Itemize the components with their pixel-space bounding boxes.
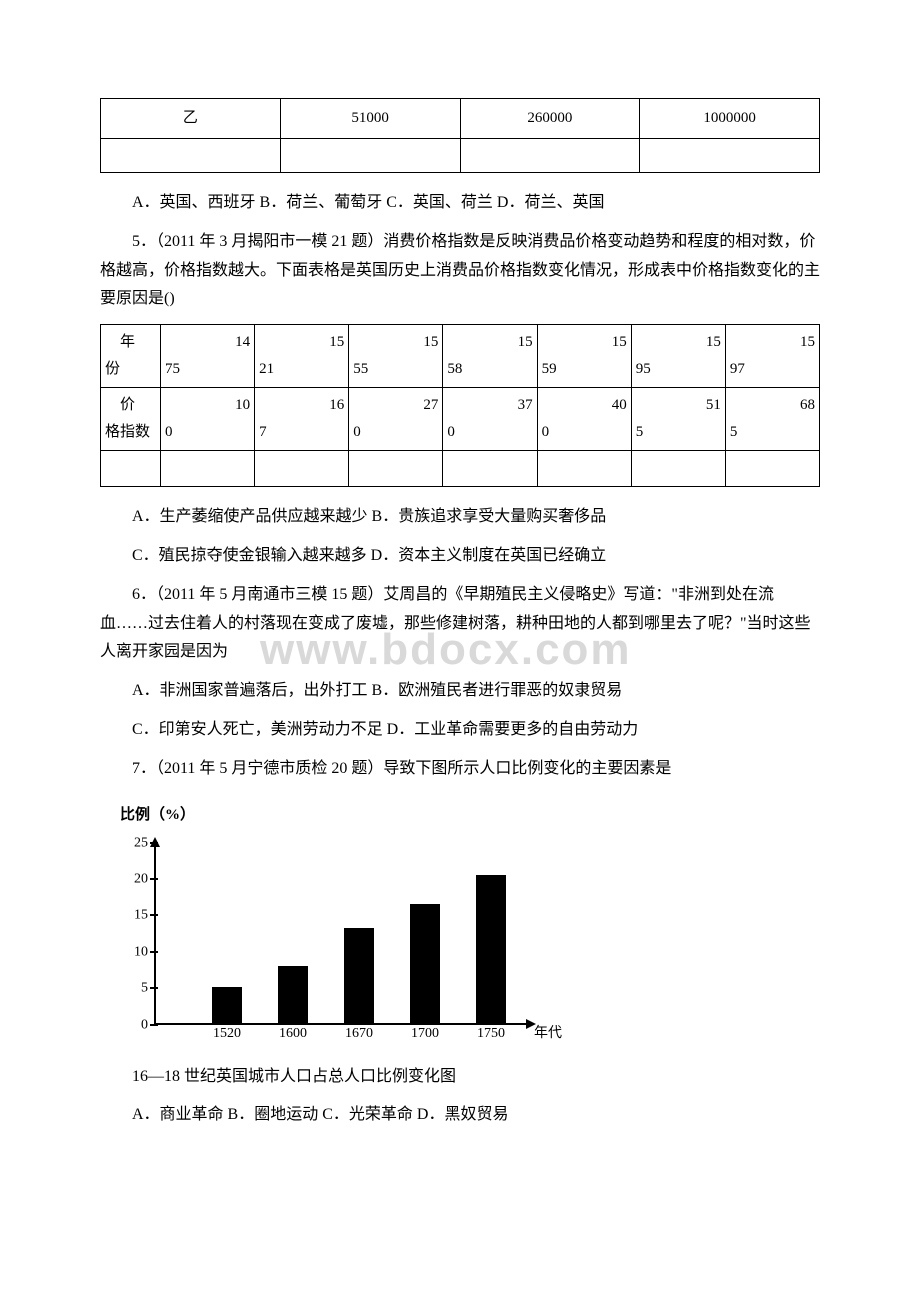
chart-bar [476, 875, 506, 1024]
table2-value-cell: 685 [725, 388, 819, 451]
x-tick-label: 1750 [477, 1021, 505, 1046]
table2-year-cell: 1595 [631, 325, 725, 388]
table2-empty-cell [349, 451, 443, 487]
table2-empty-cell [443, 451, 537, 487]
table2-value-cell: 515 [631, 388, 725, 451]
table2-empty-cell [537, 451, 631, 487]
table2-value-cell: 167 [255, 388, 349, 451]
table2-year-cell: 1559 [537, 325, 631, 388]
chart-bar [212, 987, 242, 1025]
y-tick [150, 1024, 158, 1026]
y-tick [150, 878, 158, 880]
table1-cell: 乙 [101, 99, 281, 139]
chart-bar [278, 966, 308, 1024]
table2-value-cell: 100 [161, 388, 255, 451]
table2-empty-cell [161, 451, 255, 487]
y-tick-label: 10 [120, 939, 148, 964]
x-tick-label: 1520 [213, 1021, 241, 1046]
x-tick-label: 1700 [411, 1021, 439, 1046]
table2-empty-cell [101, 451, 161, 487]
table2-empty-cell [631, 451, 725, 487]
x-axis-label: 年代 [534, 1021, 562, 1046]
table2-value-cell: 270 [349, 388, 443, 451]
q7-stem: 7．（2011 年 5 月宁德市质检 20 题）导致下图所示人口比例变化的主要因… [100, 755, 820, 784]
chart-bar [410, 904, 440, 1024]
x-tick-label: 1600 [279, 1021, 307, 1046]
table1-cell [460, 139, 640, 173]
q5-options-line2: C．殖民掠夺使金银输入越来越多 D．资本主义制度在英国已经确立 [100, 542, 820, 571]
table2-empty-cell [725, 451, 819, 487]
table2-year-cell: 1597 [725, 325, 819, 388]
chart-y-title: 比例（%） [120, 802, 820, 829]
table1-cell: 260000 [460, 99, 640, 139]
x-tick-label: 1670 [345, 1021, 373, 1046]
table2: 年份1475152115551558155915951597 价格指数10016… [100, 324, 820, 487]
table2-value-cell: 370 [443, 388, 537, 451]
y-tick-label: 20 [120, 866, 148, 891]
q6-options-line2: C．印第安人死亡，美洲劳动力不足 D．工业革命需要更多的自由劳动力 [100, 716, 820, 745]
table1-cell [101, 139, 281, 173]
y-tick-label: 0 [120, 1012, 148, 1037]
table2-empty-cell [255, 451, 349, 487]
table1-cell [280, 139, 460, 173]
table1: 乙510002600001000000 [100, 98, 820, 173]
y-tick [150, 987, 158, 989]
table2-value-cell: 400 [537, 388, 631, 451]
bar-chart: 年代 051015202515201600167017001750 [120, 833, 540, 1053]
document-content: 乙510002600001000000 A．英国、西班牙 B．荷兰、葡萄牙 C．… [100, 98, 820, 1130]
chart-caption: 16—18 世纪英国城市人口占总人口比例变化图 [100, 1063, 820, 1092]
chart-bar [344, 928, 374, 1024]
chart-container: 比例（%） 年代 051015202515201600167017001750 [120, 802, 820, 1053]
q5-options-line1: A．生产萎缩使产品供应越来越少 B．贵族追求享受大量购买奢侈品 [100, 503, 820, 532]
q6-stem: 6．（2011 年 5 月南通市三模 15 题）艾周昌的《早期殖民主义侵略史》写… [100, 581, 820, 667]
y-tick [150, 914, 158, 916]
table2-rowlabel: 年份 [101, 325, 161, 388]
table1-cell: 1000000 [640, 99, 820, 139]
y-tick [150, 951, 158, 953]
q7-options: A．商业革命 B．圈地运动 C．光荣革命 D．黑奴贸易 [100, 1101, 820, 1130]
table1-cell: 51000 [280, 99, 460, 139]
table1-cell [640, 139, 820, 173]
y-tick [150, 842, 158, 844]
y-axis-line [154, 843, 156, 1025]
y-tick-label: 25 [120, 830, 148, 855]
q6-options-line1: A．非洲国家普遍落后，出外打工 B．欧洲殖民者进行罪恶的奴隶贸易 [100, 677, 820, 706]
table2-rowlabel: 价格指数 [101, 388, 161, 451]
table2-year-cell: 1475 [161, 325, 255, 388]
q4-options: A．英国、西班牙 B．荷兰、葡萄牙 C．英国、荷兰 D．荷兰、英国 [100, 189, 820, 218]
table2-year-cell: 1558 [443, 325, 537, 388]
table2-year-cell: 1555 [349, 325, 443, 388]
y-tick-label: 5 [120, 976, 148, 1001]
q5-stem: 5．（2011 年 3 月揭阳市一模 21 题）消费价格指数是反映消费品价格变动… [100, 228, 820, 314]
table2-year-cell: 1521 [255, 325, 349, 388]
y-tick-label: 15 [120, 903, 148, 928]
x-axis-line [154, 1023, 530, 1025]
